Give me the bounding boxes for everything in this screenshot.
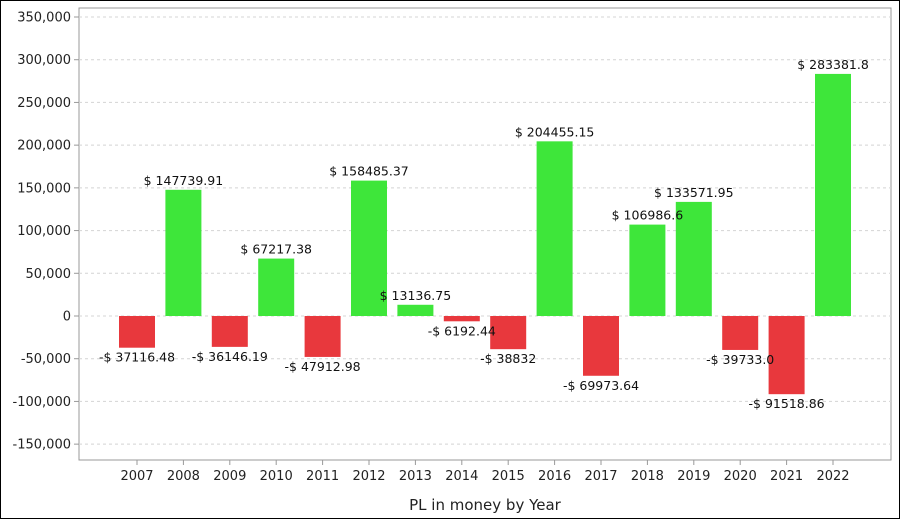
data-label: -$ 6192.44 <box>428 323 496 338</box>
y-tick-label: 200,000 <box>17 139 71 154</box>
y-tick-label: 150,000 <box>17 181 71 196</box>
y-tick-label: 100,000 <box>17 224 71 239</box>
bar <box>815 73 851 316</box>
data-label: -$ 69973.64 <box>563 378 639 393</box>
data-label: -$ 36146.19 <box>192 349 268 364</box>
x-tick-label: 2018 <box>631 469 664 484</box>
bar <box>536 141 573 316</box>
data-label: -$ 39733.0 <box>706 352 774 367</box>
bar <box>768 316 805 395</box>
data-label: $ 283381.8 <box>797 57 869 72</box>
data-label: $ 147739.91 <box>144 173 224 188</box>
bar <box>211 316 248 347</box>
y-tick-label: -150,000 <box>13 438 71 453</box>
plot-area <box>78 7 892 461</box>
y-tick-label: 300,000 <box>17 53 71 68</box>
bar <box>119 316 155 348</box>
x-tick-label: 2010 <box>260 469 293 484</box>
data-label: -$ 47912.98 <box>285 359 361 374</box>
bar <box>443 316 480 322</box>
x-tick-label: 2012 <box>352 469 385 484</box>
x-tick-label: 2011 <box>306 469 339 484</box>
data-label: $ 158485.37 <box>329 164 409 179</box>
x-tick-label: 2019 <box>677 469 710 484</box>
bar <box>675 201 712 316</box>
bar <box>629 224 666 316</box>
bar <box>583 316 619 376</box>
x-tick-label: 2014 <box>445 469 478 484</box>
x-tick-label: 2016 <box>538 469 571 484</box>
y-tick-label: -50,000 <box>21 352 71 367</box>
bar <box>722 316 759 350</box>
y-tick-label: 50,000 <box>26 267 72 282</box>
x-tick-label: 2013 <box>399 469 432 484</box>
x-axis: 2007 2008 2009 2010 2011 2012 2013 2014 2015 2016… <box>120 460 850 484</box>
y-tick-label: -100,000 <box>13 395 71 410</box>
data-label: $ 13136.75 <box>380 288 452 303</box>
data-label: $ 67217.38 <box>240 242 312 257</box>
bar <box>258 258 295 316</box>
bars <box>119 73 851 395</box>
x-tick-label: 2021 <box>770 469 803 484</box>
x-tick-label: 2007 <box>120 469 153 484</box>
x-tick-label: 2017 <box>584 469 617 484</box>
data-label: $ 106986.6 <box>612 208 684 223</box>
y-axis: 350,000 300,000 250,000 200,000 150,000 100,0… <box>13 11 79 453</box>
x-tick-label: 2009 <box>213 469 246 484</box>
data-label: -$ 37116.48 <box>99 350 175 365</box>
bar <box>490 316 527 350</box>
y-tick-label: 350,000 <box>17 11 71 26</box>
bar <box>397 304 434 316</box>
data-labels: -$ 37116.48 $ 147739.91 -$ 36146.19 $ 67217… <box>99 57 869 411</box>
y-tick-label: 250,000 <box>17 96 71 111</box>
data-label: -$ 91518.86 <box>749 396 825 411</box>
bar <box>165 189 202 316</box>
bar <box>304 316 341 357</box>
x-tick-label: 2022 <box>816 469 849 484</box>
data-label: $ 133571.95 <box>654 185 734 200</box>
x-tick-label: 2020 <box>724 469 757 484</box>
data-label: $ 204455.15 <box>515 124 595 139</box>
x-tick-label: 2015 <box>492 469 525 484</box>
x-axis-title: PL in money by Year <box>409 496 562 514</box>
data-label: -$ 38832 <box>480 351 536 366</box>
bar <box>351 180 387 316</box>
x-tick-label: 2008 <box>167 469 200 484</box>
y-tick-label: 0 <box>63 310 71 325</box>
